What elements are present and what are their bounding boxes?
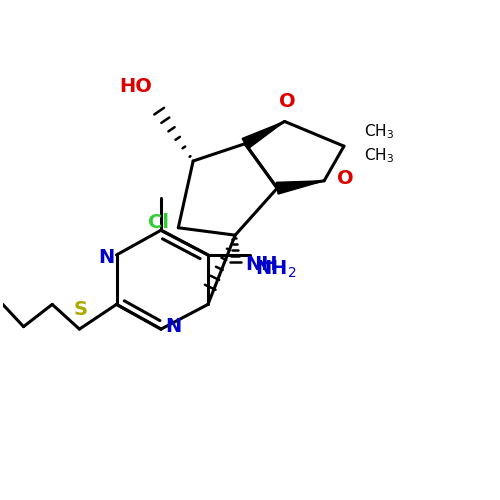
Text: N: N: [98, 248, 114, 267]
Text: O: O: [336, 169, 353, 188]
Text: HO: HO: [119, 76, 152, 96]
Text: S: S: [74, 300, 88, 319]
Text: CH$_3$: CH$_3$: [364, 122, 394, 141]
Text: O: O: [279, 92, 295, 110]
Text: NH$_2$: NH$_2$: [255, 259, 296, 280]
Text: NH: NH: [245, 256, 278, 274]
Polygon shape: [242, 122, 284, 149]
Text: Cl: Cl: [148, 213, 169, 232]
Text: CH$_3$: CH$_3$: [364, 146, 394, 166]
Text: N: N: [165, 317, 181, 336]
Polygon shape: [276, 181, 324, 194]
